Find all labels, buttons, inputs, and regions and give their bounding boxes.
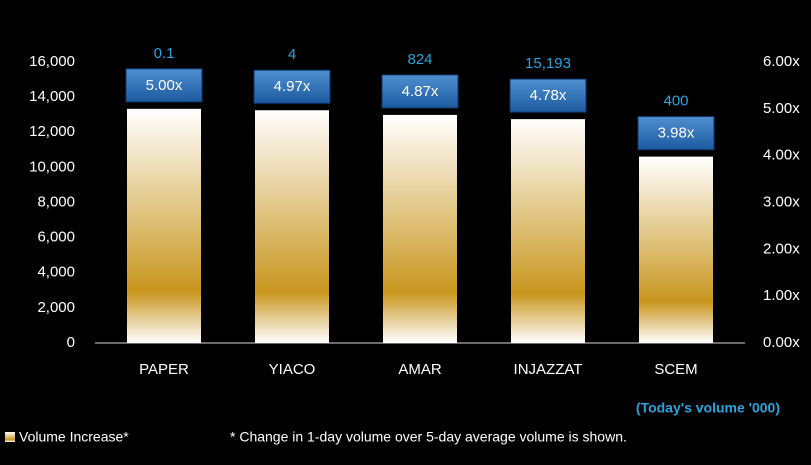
x-tick-label: YIACO bbox=[269, 361, 316, 378]
y-tick-label: 2,000 bbox=[37, 299, 75, 316]
x-tick-label: INJAZZAT bbox=[514, 361, 583, 378]
volume-label: 4 bbox=[288, 46, 296, 63]
x-tick-label: PAPER bbox=[139, 361, 189, 378]
volume-label: 15,193 bbox=[525, 55, 571, 72]
y-tick-label: 10,000 bbox=[29, 158, 75, 175]
value-label-box bbox=[253, 69, 331, 104]
y2-tick-label: 4.00x bbox=[763, 147, 800, 164]
bar bbox=[127, 108, 201, 343]
bar bbox=[255, 110, 329, 343]
y2-tick-label: 6.00x bbox=[763, 53, 800, 70]
y2-tick-label: 3.00x bbox=[763, 193, 800, 210]
volume-label: 824 bbox=[407, 51, 432, 68]
legend-label: Volume Increase* bbox=[19, 429, 129, 445]
value-label-box bbox=[381, 74, 459, 109]
volume-label: 0.1 bbox=[154, 45, 175, 62]
y2-tick-label: 1.00x bbox=[763, 287, 800, 304]
annotation: (Today's volume '000) bbox=[636, 400, 780, 416]
value-label: 4.87x bbox=[402, 83, 439, 100]
y2-tick-label: 2.00x bbox=[763, 240, 800, 257]
volume-label: 400 bbox=[663, 93, 688, 110]
bar bbox=[383, 114, 457, 344]
value-label-box bbox=[125, 68, 203, 103]
y-tick-label: 8,000 bbox=[37, 193, 75, 210]
y-tick-label: 0 bbox=[67, 334, 75, 351]
footnote: * Change in 1-day volume over 5-day aver… bbox=[230, 429, 627, 445]
y-tick-label: 4,000 bbox=[37, 264, 75, 281]
bar bbox=[511, 119, 585, 344]
value-label-box bbox=[637, 116, 715, 151]
value-label: 4.78x bbox=[530, 87, 567, 104]
x-tick-label: SCEM bbox=[654, 361, 697, 378]
value-label: 5.00x bbox=[146, 77, 183, 94]
y-tick-label: 12,000 bbox=[29, 123, 75, 140]
y2-tick-label: 0.00x bbox=[763, 334, 800, 351]
y-tick-label: 6,000 bbox=[37, 229, 75, 246]
value-label-box bbox=[509, 78, 587, 113]
value-label: 3.98x bbox=[658, 125, 695, 142]
bar bbox=[639, 156, 713, 343]
legend-swatch bbox=[5, 432, 15, 442]
y2-tick-label: 5.00x bbox=[763, 100, 800, 117]
value-label: 4.97x bbox=[274, 78, 311, 95]
y-tick-label: 14,000 bbox=[29, 88, 75, 105]
x-tick-label: AMAR bbox=[398, 361, 442, 378]
y-tick-label: 16,000 bbox=[29, 53, 75, 70]
